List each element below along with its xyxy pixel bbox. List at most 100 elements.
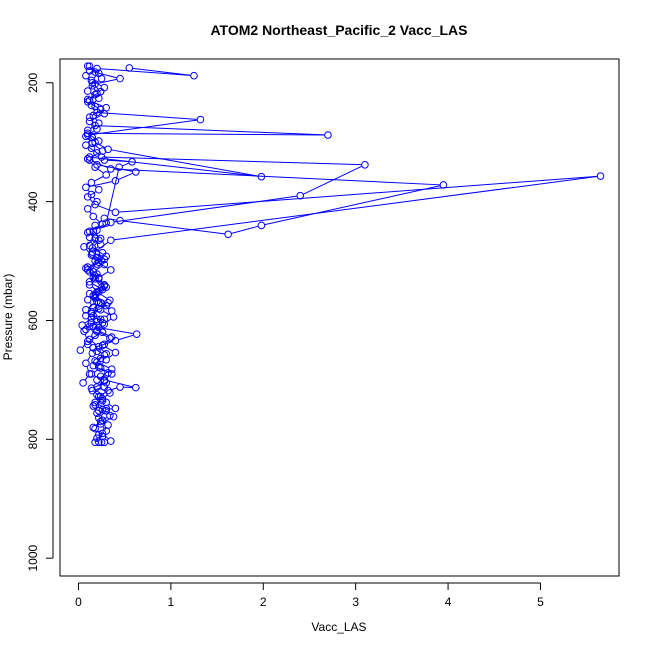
- series-segment: [94, 383, 104, 388]
- series-segment: [90, 103, 98, 109]
- y-axis-label: Pressure (mbar): [1, 274, 15, 361]
- data-point: [83, 193, 92, 201]
- data-point: [91, 292, 99, 301]
- data-point: [106, 334, 114, 343]
- data-point: [95, 94, 103, 103]
- data-point: [95, 438, 103, 447]
- data-point: [107, 218, 115, 227]
- series-segment: [92, 238, 98, 243]
- data-series: [76, 64, 605, 354]
- data-point: [85, 67, 94, 75]
- data-point: [109, 412, 118, 421]
- series-segment: [122, 162, 130, 167]
- data-point: [83, 95, 92, 104]
- data-series: [87, 253, 141, 447]
- data-point: [100, 83, 109, 92]
- series-segment: [92, 341, 97, 345]
- data-point: [98, 416, 107, 425]
- data-point: [83, 340, 92, 349]
- data-point: [93, 108, 101, 117]
- series-segment: [95, 321, 99, 325]
- series-segment: [100, 412, 105, 416]
- series-segment: [90, 191, 97, 196]
- series-segment: [97, 400, 101, 404]
- data-point: [93, 383, 101, 391]
- data-point: [96, 305, 105, 314]
- data-point: [91, 290, 99, 299]
- data-point: [85, 281, 94, 289]
- series-segment: [102, 426, 105, 429]
- data-point: [125, 64, 134, 72]
- data-point: [111, 404, 120, 413]
- data-point: [95, 275, 103, 283]
- data-point: [87, 319, 96, 327]
- series-segment: [98, 297, 106, 302]
- data-point: [93, 358, 101, 366]
- data-point: [80, 242, 88, 251]
- x-tick-label: 4: [445, 595, 452, 609]
- series-segment: [95, 349, 102, 354]
- data-point: [98, 248, 107, 257]
- series-segment: [101, 368, 109, 373]
- data-point: [89, 311, 98, 320]
- x-tick-label: 3: [352, 595, 359, 609]
- data-point: [107, 236, 115, 245]
- series-segment: [88, 303, 95, 309]
- series-segment: [101, 271, 109, 277]
- data-point: [100, 320, 109, 328]
- series-segment: [84, 319, 89, 324]
- data-point: [106, 296, 114, 305]
- series-segment: [94, 375, 102, 380]
- data-point: [85, 241, 94, 250]
- series-segment: [88, 146, 95, 152]
- data-point: [224, 230, 232, 239]
- data-point: [93, 288, 101, 296]
- data-point: [91, 331, 99, 340]
- series-segment: [89, 211, 92, 214]
- data-point: [98, 395, 107, 403]
- data-point: [98, 147, 107, 155]
- series-segment: [100, 281, 105, 285]
- data-point: [596, 172, 605, 180]
- data-point: [82, 183, 90, 192]
- data-point: [361, 160, 369, 169]
- series-segment: [84, 376, 88, 381]
- data-point: [85, 233, 94, 242]
- series-segment: [91, 119, 94, 123]
- series-segment: [95, 233, 99, 237]
- series-segment: [118, 334, 134, 341]
- series-segment: [92, 67, 97, 72]
- series-segment: [101, 419, 106, 424]
- series-segment: [82, 343, 86, 348]
- series-segment: [90, 124, 97, 129]
- data-point: [89, 402, 98, 410]
- data-point: [87, 314, 96, 322]
- data-point: [91, 401, 99, 409]
- series-segment: [103, 417, 111, 423]
- data-point: [96, 364, 105, 372]
- series-segment: [98, 78, 117, 84]
- data-point: [83, 337, 92, 346]
- data-point: [89, 227, 98, 236]
- series-segment: [93, 100, 97, 104]
- plot-frame: [59, 58, 620, 577]
- series-segment: [114, 168, 440, 186]
- series-segment: [99, 331, 109, 337]
- series-segment: [99, 388, 107, 392]
- data-point: [87, 101, 96, 110]
- series-segment: [94, 255, 100, 260]
- y-tick-label: 200: [26, 72, 40, 92]
- data-point: [100, 315, 109, 324]
- data-point: [85, 96, 94, 105]
- series-segment: [95, 218, 101, 223]
- series-segment: [89, 161, 94, 165]
- data-point: [82, 359, 90, 368]
- series-segment: [104, 427, 107, 431]
- series-segment: [231, 225, 259, 234]
- series-segment: [92, 239, 98, 245]
- data-point: [107, 266, 115, 274]
- data-point: [96, 315, 105, 324]
- data-point: [91, 80, 99, 88]
- data-point: [98, 405, 107, 414]
- series-segment: [114, 195, 297, 223]
